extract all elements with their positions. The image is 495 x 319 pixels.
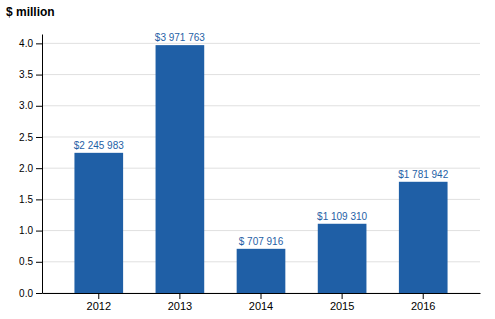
y-tick-mark	[36, 199, 42, 200]
grid-line	[42, 74, 480, 75]
y-tick-label: 2.0	[19, 163, 33, 174]
y-axis: 0.0 0.5 1.0 1.5 2.0 2.5 3.0 3.5 4.0	[19, 35, 42, 299]
x-tick-label: 2016	[411, 300, 435, 312]
x-tick: 2016	[411, 293, 435, 312]
grid-line	[42, 43, 480, 44]
bar	[156, 45, 205, 293]
x-tick-mark	[342, 293, 343, 299]
y-tick-mark	[36, 43, 42, 44]
y-tick-mark	[36, 168, 42, 169]
y-tick: 1.0	[19, 225, 42, 236]
data-label: $3 971 763	[155, 32, 205, 43]
y-tick-label: 0.0	[19, 288, 33, 299]
x-tick: 2012	[87, 293, 111, 312]
y-tick: 0.0	[19, 288, 42, 299]
x-tick-label: 2012	[87, 300, 111, 312]
x-tick-mark	[98, 293, 99, 299]
x-tick-mark	[423, 293, 424, 299]
bar	[399, 182, 448, 293]
grid-line	[42, 105, 480, 106]
y-tick-label: 4.0	[19, 38, 33, 49]
y-tick-label: 3.5	[19, 69, 33, 80]
data-label: $1 781 942	[398, 169, 448, 180]
y-tick: 3.5	[19, 69, 42, 80]
y-tick-mark	[36, 231, 42, 232]
x-tick: 2015	[330, 293, 354, 312]
y-tick-label: 1.0	[19, 225, 33, 236]
y-tick: 0.5	[19, 256, 42, 267]
bars	[74, 45, 447, 293]
x-tick-label: 2013	[168, 300, 192, 312]
plot: 0.00.51.01.52.02.53.03.54.02012201320142…	[19, 32, 480, 312]
y-tick-label: 2.5	[19, 132, 33, 143]
y-tick: 3.0	[19, 100, 42, 111]
y-tick-mark	[36, 106, 42, 107]
y-axis-line	[42, 35, 43, 294]
grid	[42, 43, 480, 293]
data-labels: $2 245 983 $3 971 763 $ 707 916 $1 109 310 $…	[74, 32, 449, 247]
chart: 0.00.51.01.52.02.53.03.54.02012201320142…	[0, 0, 495, 319]
y-tick-label: 1.5	[19, 194, 33, 205]
y-label: $ million	[6, 5, 55, 19]
bar	[318, 224, 367, 293]
y-tick-label: 3.0	[19, 100, 33, 111]
y-tick-mark	[36, 293, 42, 294]
x-tick-label: 2015	[330, 300, 354, 312]
x-axis: 2012 2013 2014 2015 2016	[43, 293, 481, 312]
y-tick: 1.5	[19, 194, 42, 205]
data-label: $1 109 310	[317, 211, 367, 222]
x-tick: 2014	[249, 293, 273, 312]
x-tick: 2013	[168, 293, 192, 312]
data-label: $ 707 916	[239, 236, 284, 247]
y-tick: 2.5	[19, 132, 42, 143]
grid-line	[42, 136, 480, 137]
y-tick-mark	[36, 262, 42, 263]
data-label: $2 245 983	[74, 140, 124, 151]
x-tick-mark	[179, 293, 180, 299]
x-tick-mark	[261, 293, 262, 299]
y-tick: 2.0	[19, 163, 42, 174]
x-tick-label: 2014	[249, 300, 273, 312]
y-tick-label: 0.5	[19, 256, 33, 267]
y-tick: 4.0	[19, 38, 42, 49]
bar	[237, 249, 286, 293]
bar	[74, 153, 123, 293]
y-tick-mark	[36, 137, 42, 138]
y-tick-mark	[36, 75, 42, 76]
